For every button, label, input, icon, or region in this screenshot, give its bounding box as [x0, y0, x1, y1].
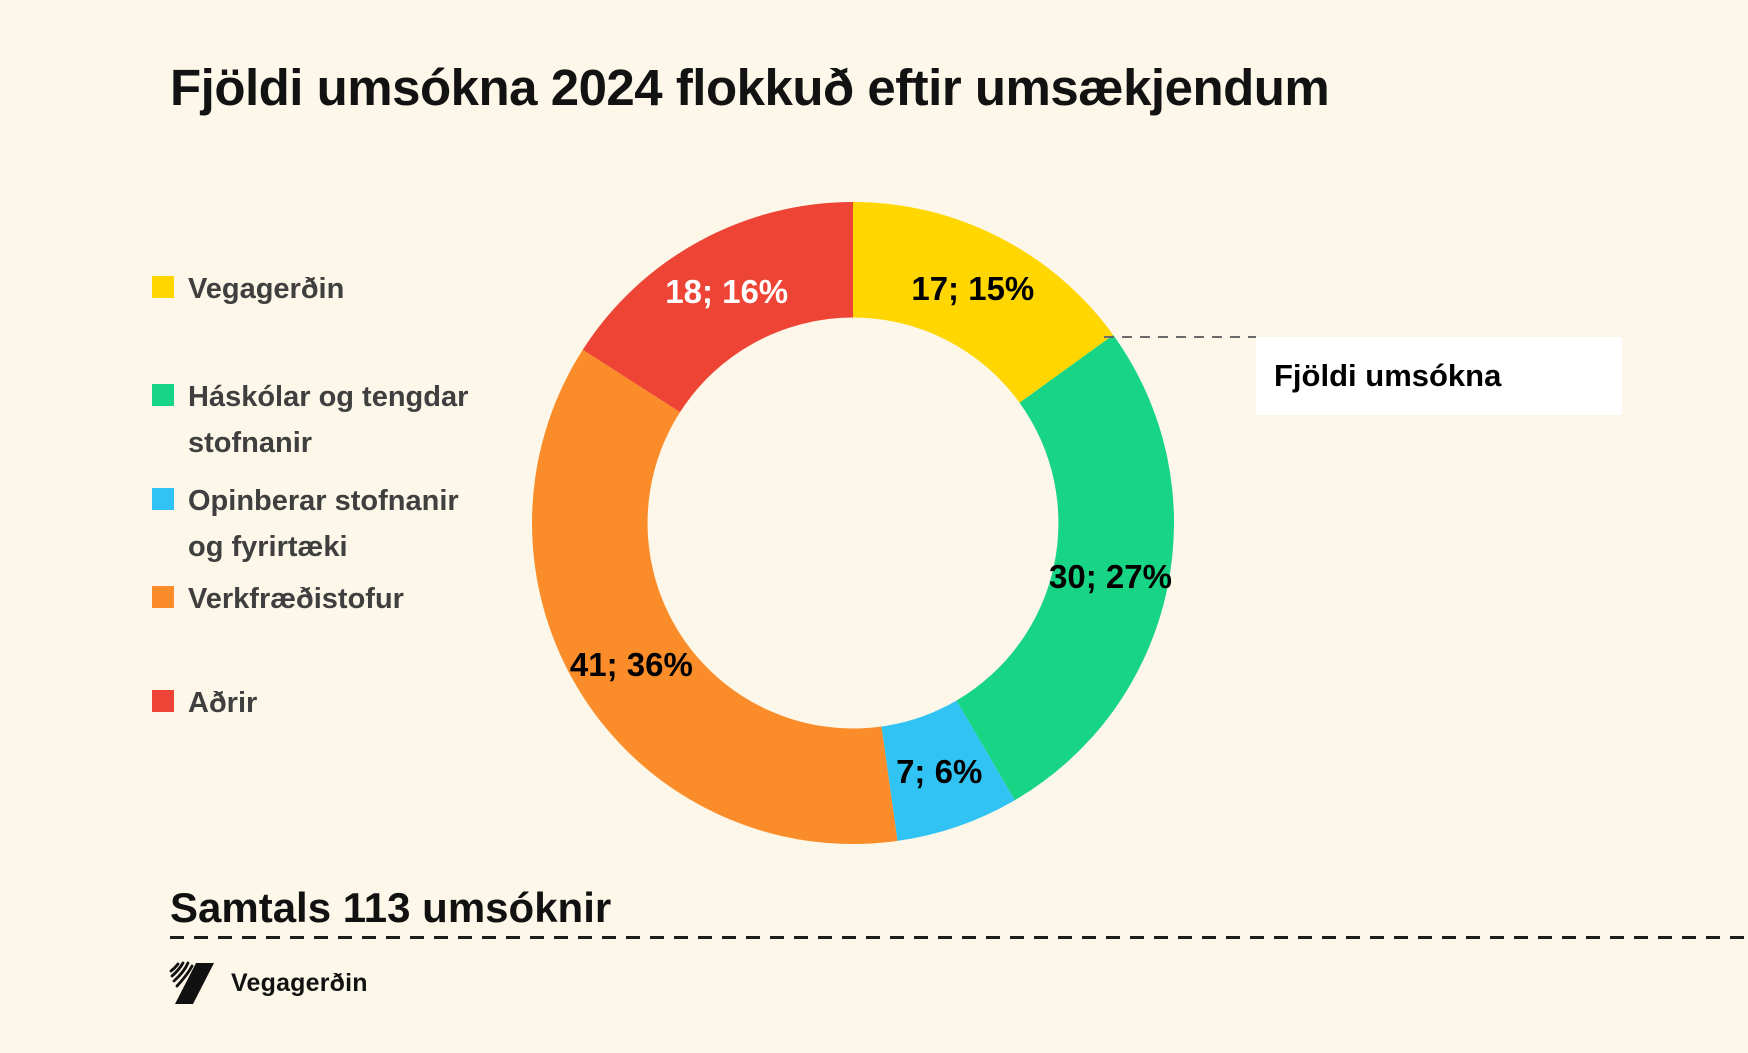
legend-swatch-icon [152, 276, 174, 298]
slice-label: 18; 16% [665, 273, 789, 311]
legend-item-haskolar: Háskólar og tengdar stofnanir [152, 374, 498, 466]
legend-swatch-icon [152, 488, 174, 510]
footer-dashed-divider [170, 936, 1748, 939]
donut-segment [956, 335, 1175, 801]
donut-segment [853, 202, 1114, 403]
donut-segment [881, 700, 1015, 841]
legend-item-vegagerdin: Vegagerðin [152, 266, 344, 312]
donut-segment [582, 202, 853, 413]
brand-logo: Vegagerðin [168, 960, 368, 1007]
total-label: Samtals 113 umsóknir [170, 884, 612, 931]
brand-name: Vegagerðin [231, 969, 368, 997]
legend-swatch-icon [152, 384, 174, 406]
legend-swatch-icon [152, 690, 174, 712]
page-title: Fjöldi umsókna 2024 flokkuð eftir umsækj… [170, 59, 1330, 116]
donut-chart: 17; 15% 30; 27% 7; 6% 41; 36% 18; 16% [532, 202, 1175, 844]
slice-label: 17; 15% [911, 269, 1035, 307]
legend-label: Háskólar og tengdar stofnanir [188, 381, 469, 459]
slice-label: 7; 6% [896, 752, 983, 790]
legend-label: Verkfræðistofur [188, 583, 404, 615]
slice-label: 30; 27% [1049, 558, 1172, 596]
legend-label: Vegagerðin [188, 273, 345, 305]
legend-item-verkfraedistofur: Verkfræðistofur [152, 576, 404, 622]
callout-leader-line [1104, 336, 1256, 338]
vegagerdin-logo-icon [169, 961, 214, 1004]
legend-label: Aðrir [188, 687, 258, 719]
legend-swatch-icon [152, 586, 174, 608]
legend-item-opinberar: Opinberar stofnanir og fyrirtæki [152, 478, 498, 570]
donut-segment [532, 349, 898, 844]
legend-item-adrir: Aðrir [152, 680, 257, 726]
series-name-label: Fjöldi umsókna [1274, 358, 1502, 393]
legend-label: Opinberar stofnanir og fyrirtæki [188, 485, 459, 563]
slice-label: 41; 36% [569, 646, 693, 684]
donut-svg [532, 202, 1175, 844]
series-name-callout: Fjöldi umsókna [1256, 337, 1622, 415]
